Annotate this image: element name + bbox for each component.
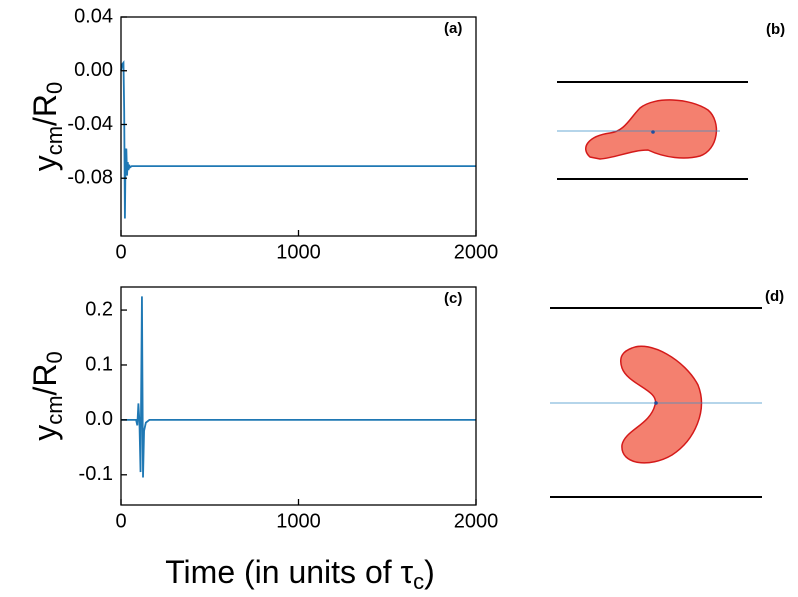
x-axis-label: Time (in units of τc) — [165, 554, 435, 592]
data-line — [121, 296, 476, 478]
x-axis-label-sub: c — [413, 569, 424, 592]
y-axis-label-sub: 0 — [42, 351, 67, 363]
plot-frame — [120, 16, 477, 237]
panel-label: (b) — [766, 21, 785, 38]
center-of-mass — [654, 401, 658, 405]
x-axis-label-part: ) — [424, 554, 435, 590]
y-axis-label-sub: 0 — [42, 82, 67, 94]
panel-label: (a) — [444, 20, 462, 37]
x-axis-label-part: Time (in units of τ — [165, 554, 413, 590]
diagram-d: (d) — [550, 288, 784, 498]
y-axis-label-part: /R — [27, 94, 63, 126]
y-axis-label-part: y — [27, 155, 63, 171]
droplet — [585, 99, 718, 160]
data-line — [120, 60, 476, 219]
y-tick-label: 0.04 — [74, 5, 113, 27]
plot-frame — [120, 286, 477, 506]
x-tick-label: 2000 — [454, 241, 499, 263]
center-of-mass — [651, 130, 655, 134]
panel-label: (c) — [444, 290, 462, 307]
y-tick-label: 0.2 — [85, 298, 113, 320]
y-tick-label: 0.00 — [74, 59, 113, 81]
y-tick-label: 0.0 — [85, 408, 113, 430]
y-tick-label: -0.1 — [79, 463, 113, 485]
y-axis-label-sub: cm — [42, 126, 67, 155]
x-tick-label: 1000 — [276, 510, 321, 532]
y-tick-label: -0.08 — [67, 167, 113, 189]
y-axis-label: ycm/R0 — [27, 82, 66, 172]
y-axis-label-part: y — [27, 425, 63, 441]
droplet — [620, 345, 703, 464]
y-axis-label: ycm/R0 — [27, 351, 66, 441]
y-axis-label-sub: cm — [42, 395, 67, 424]
x-tick-label: 1000 — [276, 241, 321, 263]
chart: 0.040.00-0.04-0.080 1000 2000(a)ycm/R0 — [27, 5, 498, 263]
diagram-b: (b) — [557, 21, 785, 180]
x-tick-label: 2000 — [454, 510, 499, 532]
panel-label: (d) — [765, 288, 784, 305]
x-tick-label: 0 — [115, 241, 126, 263]
y-tick-label: -0.04 — [67, 113, 113, 135]
x-tick-label: 0 — [115, 510, 126, 532]
chart: 0.20.10.0-0.10 1000 2000(c)ycm/R0 — [27, 286, 499, 532]
y-axis-label-part: /R — [27, 363, 63, 395]
y-tick-label: 0.1 — [85, 353, 113, 375]
